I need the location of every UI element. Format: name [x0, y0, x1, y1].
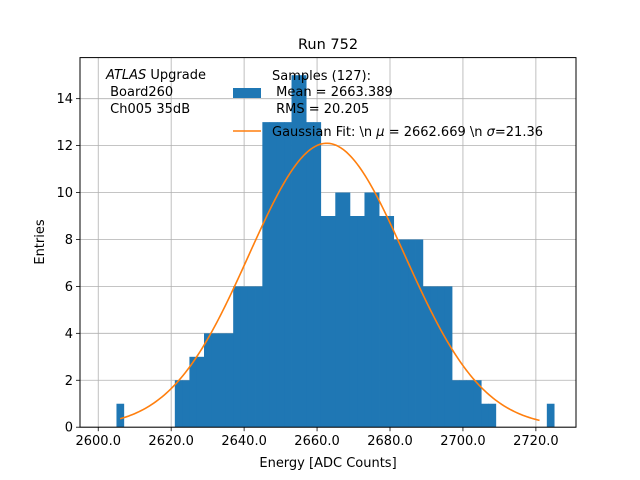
legend-hist-line2: Mean = 2663.389 [272, 85, 393, 100]
histogram-bar [189, 356, 198, 428]
histogram-bar [357, 216, 365, 428]
histogram-bar [116, 403, 125, 428]
histogram-bar [218, 333, 227, 428]
histogram-bar [204, 333, 212, 428]
y-tick-label: 12 [56, 139, 73, 154]
legend-fit-label: Gaussian Fit: \n μ = 2662.669 \n σ=21.36 [272, 125, 543, 140]
legend-hist-swatch [233, 88, 261, 98]
x-tick-label: 2640.0 [221, 434, 267, 449]
atlas-upgrade: Upgrade [146, 68, 206, 83]
histogram-bar [386, 216, 395, 428]
gaussian-fit-line [119, 142, 540, 422]
histogram-bar [335, 192, 343, 428]
svg-text:ATLAS Upgrade: ATLAS Upgrade [105, 68, 206, 83]
histogram-bar [313, 122, 322, 428]
histogram-bar [437, 286, 446, 428]
histogram-bar [255, 286, 263, 428]
histogram-bar [211, 333, 219, 428]
histogram-bar [364, 192, 373, 428]
histogram-bar [488, 403, 497, 428]
y-tick-label: 14 [56, 92, 73, 107]
x-tick-label: 2660.0 [294, 434, 340, 449]
legend-hist-line3: RMS = 20.205 [272, 102, 369, 117]
histogram-bar [291, 75, 300, 428]
plot-frame [79, 57, 577, 428]
y-tick-label: 4 [65, 327, 73, 342]
y-axis-label: Entries [33, 219, 48, 265]
histogram-bar [459, 380, 467, 428]
histogram-bar [481, 403, 489, 428]
histogram-bar [320, 216, 329, 428]
x-tick-label: 2620.0 [148, 434, 194, 449]
histogram-bar [473, 380, 482, 428]
atlas-board: Board260 [106, 85, 173, 100]
histogram-bar [379, 216, 387, 428]
histogram-bar [422, 286, 431, 428]
histogram-bar [306, 122, 314, 428]
x-axis-label: Energy [ADC Counts] [259, 456, 396, 471]
histogram-bar [328, 216, 336, 428]
y-tick-label: 2 [65, 374, 73, 389]
histogram-bars [116, 75, 555, 428]
atlas-italic: ATLAS [105, 68, 146, 83]
histogram-bar [342, 192, 351, 428]
histogram-bar [400, 239, 409, 428]
legend-hist-line1: Samples (127): [272, 69, 371, 84]
histogram-bar [408, 239, 416, 428]
histogram-bar [284, 122, 292, 428]
y-axis-ticks: 0 2 4 6 8 10 12 14 [56, 92, 80, 436]
histogram-bar [415, 239, 424, 428]
histogram-bar [546, 403, 555, 428]
histogram-bar [269, 122, 278, 428]
histogram-bar [233, 286, 241, 428]
y-tick-label: 10 [56, 186, 73, 201]
atlas-annotation: ATLAS Upgrade Board260 Ch005 35dB [105, 68, 206, 117]
legend: Samples (127): Mean = 2663.389 RMS = 20.… [233, 69, 543, 140]
x-tick-label: 2600.0 [75, 434, 121, 449]
histogram-bar [349, 216, 358, 428]
histogram-bar [444, 286, 453, 428]
x-axis-ticks: 2600.0 2620.0 2640.0 2660.0 2680.0 2700.0 2720… [75, 427, 559, 449]
atlas-channel: Ch005 35dB [106, 102, 190, 117]
histogram-bar [452, 380, 460, 428]
histogram-bar [371, 192, 380, 428]
histogram-bar [182, 380, 190, 428]
y-tick-label: 8 [65, 233, 73, 248]
x-tick-label: 2700.0 [440, 434, 486, 449]
histogram-bar [196, 356, 205, 428]
histogram-bar [298, 75, 307, 428]
histogram-bar [430, 286, 438, 428]
histogram-bar [247, 286, 256, 428]
y-tick-label: 6 [65, 280, 73, 295]
histogram-bar [225, 333, 234, 428]
histogram-bar [466, 380, 475, 428]
histogram-bar [276, 122, 285, 428]
histogram-bar [240, 286, 249, 428]
histogram-bar [393, 239, 402, 428]
chart-title: Run 752 [298, 37, 358, 53]
histogram-bar [262, 122, 271, 428]
x-tick-label: 2720.0 [513, 434, 559, 449]
histogram-bar [174, 380, 183, 428]
x-tick-label: 2680.0 [367, 434, 413, 449]
y-tick-label: 0 [65, 421, 73, 436]
